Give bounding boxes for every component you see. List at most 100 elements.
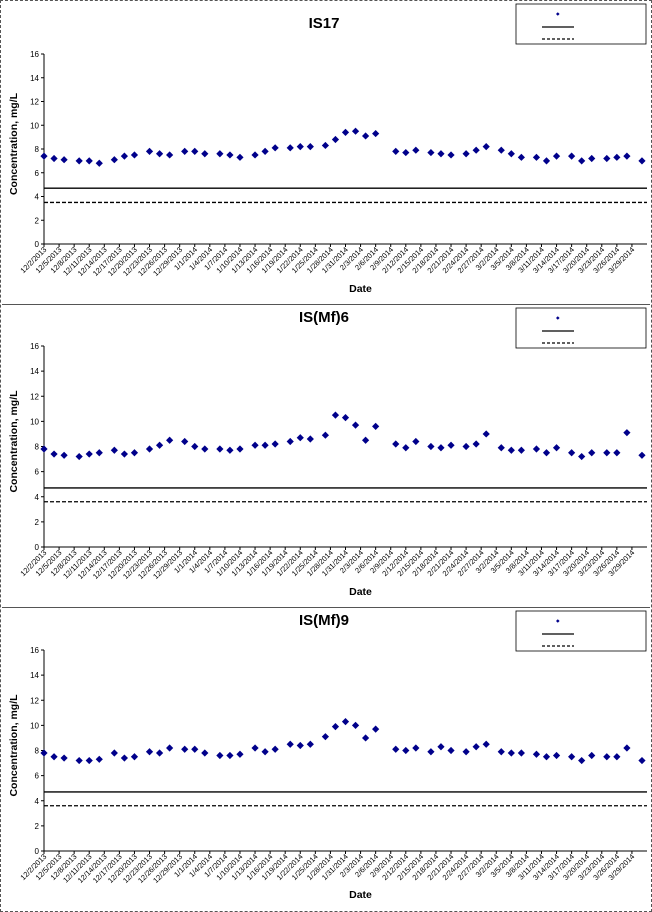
- data-point: [588, 154, 596, 163]
- data-point: [412, 437, 420, 446]
- data-point: [271, 440, 279, 448]
- data-point: [372, 129, 380, 138]
- data-point: [568, 753, 576, 761]
- data-point: [271, 745, 279, 753]
- data-point: [261, 441, 269, 449]
- chart-title: IS(Mf)6: [299, 309, 349, 326]
- data-point: [155, 441, 164, 449]
- panel-divider: [2, 607, 650, 608]
- data-point: [542, 449, 551, 457]
- data-point: [120, 754, 128, 762]
- x-axis-label: Date: [349, 283, 372, 295]
- y-tick-label: 6: [35, 468, 40, 477]
- data-point: [85, 157, 93, 165]
- data-point: [191, 442, 199, 451]
- data-point: [110, 446, 118, 454]
- data-point: [402, 746, 410, 755]
- y-axis-label: Concentration, mg/L: [8, 390, 20, 493]
- legend: [515, 610, 647, 652]
- data-point: [517, 446, 525, 454]
- panel-divider: [2, 304, 650, 305]
- data-point: [321, 431, 329, 439]
- data-point: [145, 445, 154, 453]
- data-point: [251, 441, 259, 449]
- data-point: [588, 449, 596, 457]
- data-point: [95, 449, 103, 457]
- y-tick-label: 2: [35, 518, 40, 527]
- data-point: [542, 753, 551, 761]
- data-point: [201, 150, 209, 158]
- data-point: [362, 436, 370, 444]
- data-point: [437, 150, 445, 158]
- y-tick-label: 14: [30, 74, 39, 83]
- data-point: [306, 435, 314, 443]
- data-point: [216, 445, 224, 453]
- chart-title: IS(Mf)9: [299, 612, 349, 629]
- y-tick-label: 8: [35, 443, 40, 452]
- y-tick-label: 14: [30, 367, 39, 376]
- x-axis-label: Date: [349, 889, 372, 901]
- data-point: [552, 444, 561, 452]
- data-point: [85, 450, 93, 458]
- y-tick-label: 10: [30, 121, 39, 130]
- data-point: [568, 449, 576, 457]
- data-point: [427, 148, 435, 157]
- data-point: [341, 128, 350, 136]
- data-point: [60, 451, 68, 459]
- data-point: [341, 414, 350, 422]
- y-tick-label: 10: [30, 417, 39, 426]
- data-point: [251, 151, 259, 159]
- data-point: [286, 437, 294, 446]
- data-point: [497, 146, 505, 154]
- chart-panel-is17: IS17 0 2 4 6 8 10 12 14 16 Concentration, mg/L 12/2…: [2, 2, 650, 303]
- data-point: [447, 746, 455, 755]
- data-point: [392, 440, 400, 448]
- data-point: [447, 441, 455, 449]
- y-axis-label: Concentration, mg/L: [8, 694, 20, 797]
- data-point: [75, 157, 83, 165]
- data-point: [120, 450, 128, 458]
- data-point: [568, 152, 576, 160]
- data-point: [623, 429, 631, 437]
- data-point: [362, 734, 370, 742]
- data-point: [578, 452, 586, 461]
- data-point: [130, 151, 139, 159]
- data-point: [462, 150, 470, 158]
- data-point: [552, 751, 561, 760]
- data-point: [507, 150, 515, 158]
- data-point: [603, 753, 611, 761]
- data-point: [261, 147, 269, 155]
- data-point: [306, 143, 314, 151]
- data-point: [155, 749, 164, 757]
- data-point: [145, 748, 154, 756]
- y-tick-label: 0: [35, 543, 40, 552]
- data-point: [181, 437, 189, 446]
- data-point: [392, 745, 400, 753]
- data-point: [321, 733, 329, 741]
- data-point: [437, 743, 445, 751]
- data-point: [447, 151, 455, 159]
- data-point: [623, 152, 631, 160]
- data-point: [60, 156, 68, 164]
- data-point: [482, 740, 490, 748]
- y-tick-label: 12: [30, 98, 39, 107]
- data-point: [331, 411, 340, 419]
- data-point: [402, 148, 410, 157]
- data-point: [412, 146, 420, 154]
- data-point: [638, 451, 646, 459]
- data-point: [145, 147, 154, 155]
- data-point: [201, 749, 209, 757]
- y-tick-label: 14: [30, 671, 39, 680]
- data-point: [296, 741, 304, 750]
- data-point: [75, 756, 83, 765]
- data-point: [296, 143, 304, 151]
- data-point: [351, 421, 360, 429]
- data-point: [482, 430, 490, 438]
- y-tick-label: 2: [35, 822, 40, 831]
- data-point: [517, 749, 525, 757]
- data-point: [181, 147, 189, 155]
- data-point: [362, 132, 370, 140]
- y-tick-label: 12: [30, 696, 39, 705]
- data-point: [226, 446, 234, 454]
